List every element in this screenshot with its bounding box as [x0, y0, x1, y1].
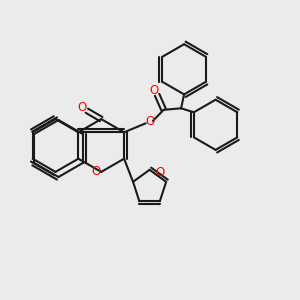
Text: O: O	[91, 165, 101, 178]
Text: O: O	[145, 115, 154, 128]
Text: O: O	[78, 101, 87, 114]
Text: O: O	[149, 84, 159, 97]
Text: O: O	[155, 167, 165, 179]
